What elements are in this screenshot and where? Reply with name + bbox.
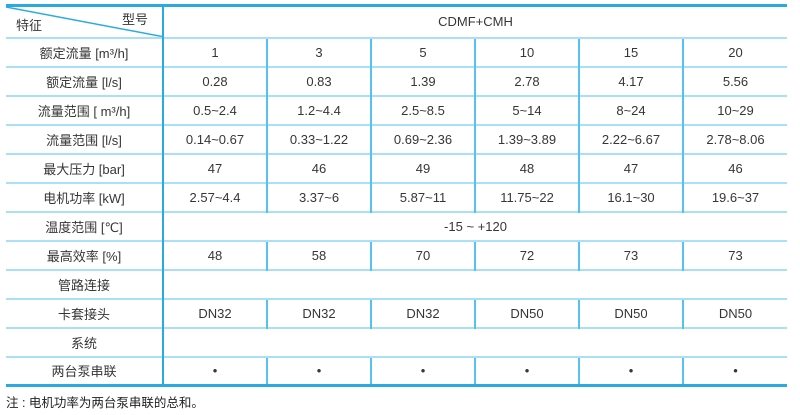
spec-table-body: 额定流量 [m³/h] 1 3 5 10 15 20 额定流量 [l/s] 0.28 0.83 1.… (6, 36, 787, 386)
table-row: 卡套接头 DN32 DN32 DN32 DN50 DN50 DN50 (6, 297, 787, 328)
table-row: 流量范围 [ m³/h] 0.5~2.4 1.2~4.4 2.5~8.5 5~14 8~2… (6, 94, 787, 125)
cell-value: 48 (474, 152, 579, 183)
cell-value: 47 (163, 152, 267, 183)
table-row: 额定流量 [l/s] 0.28 0.83 1.39 2.78 4.17 5.56 (6, 65, 787, 96)
cell-value: 3.37~6 (266, 181, 371, 212)
row-label: 最大压力 [bar] (6, 152, 164, 183)
cell-value: • (266, 355, 371, 386)
cell-value: 46 (266, 152, 371, 183)
cell-value: 20 (682, 36, 787, 67)
table-row: 管路连接 (6, 268, 787, 299)
footnote: 注 : 电机功率为两台泵串联的总和。 (6, 396, 204, 410)
cell-value: 1 (163, 36, 267, 67)
row-label: 卡套接头 (6, 297, 164, 328)
row-label: 管路连接 (6, 268, 164, 299)
cell-value: 58 (266, 239, 371, 270)
table-row: 额定流量 [m³/h] 1 3 5 10 15 20 (6, 36, 787, 67)
table-row: 最大压力 [bar] 47 46 49 48 47 46 (6, 152, 787, 183)
diagonal-divider-line (6, 7, 161, 37)
cell-value: 47 (578, 152, 683, 183)
cell-value: 3 (266, 36, 371, 67)
cell-value: 4.17 (578, 65, 683, 96)
cell-value: 10 (474, 36, 579, 67)
cell-value: DN50 (474, 297, 579, 328)
diagonal-label-feature: 特征 (16, 17, 43, 33)
cell-value: 2.5~8.5 (370, 94, 475, 125)
cell-value: 16.1~30 (578, 181, 683, 212)
table-row: 系统 (6, 326, 787, 357)
cell-value: DN32 (266, 297, 371, 328)
cell-value: • (682, 355, 787, 386)
cell-value: 2.78 (474, 65, 579, 96)
cell-value: 0.33~1.22 (266, 123, 371, 154)
cell-value: 0.69~2.36 (370, 123, 475, 154)
cell-value: DN50 (682, 297, 787, 328)
model-series-cell: CDMF+CMH (438, 14, 513, 30)
row-label: 额定流量 [m³/h] (6, 36, 164, 67)
row-label: 流量范围 [l/s] (6, 123, 164, 154)
cell-value: 5 (370, 36, 475, 67)
cell-value: 0.5~2.4 (163, 94, 267, 125)
cell-value: • (474, 355, 579, 386)
diagonal-label-model: 型号 (121, 12, 148, 27)
cell-value: 49 (370, 152, 475, 183)
cell-value: 2.78~8.06 (682, 123, 787, 154)
cell-value: 73 (578, 239, 683, 270)
cell-value: 1.2~4.4 (266, 94, 371, 125)
row-label: 最高效率 [%] (6, 239, 164, 270)
cell-value: • (370, 355, 475, 386)
table-row: 温度范围 [℃] -15 ~ +120 (6, 210, 787, 241)
cell-value: 1.39~3.89 (474, 123, 579, 154)
cell-value: 1.39 (370, 65, 475, 96)
cell-value: DN32 (163, 297, 267, 328)
cell-value: • (578, 355, 683, 386)
cell-value: 2.22~6.67 (578, 123, 683, 154)
cell-value: DN32 (370, 297, 475, 328)
cell-value: 19.6~37 (682, 181, 787, 212)
cell-value: 11.75~22 (474, 181, 579, 212)
row-merged-value: -15 ~ +120 (163, 210, 787, 241)
cell-value: 0.83 (266, 65, 371, 96)
cell-value: 0.14~0.67 (163, 123, 267, 154)
cell-value: • (163, 355, 267, 386)
cell-value: 5~14 (474, 94, 579, 125)
cell-value: 15 (578, 36, 683, 67)
row-label: 温度范围 [℃] (6, 210, 164, 241)
table-row: 流量范围 [l/s] 0.14~0.67 0.33~1.22 0.69~2.36 1.3… (6, 123, 787, 154)
cell-value: 48 (163, 239, 267, 270)
cell-value: 73 (682, 239, 787, 270)
row-label: 电机功率 [kW] (6, 181, 164, 212)
table-row: 电机功率 [kW] 2.57~4.4 3.37~6 5.87~11 11.75~22 16… (6, 181, 787, 212)
cell-value: 70 (370, 239, 475, 270)
cell-value: 72 (474, 239, 579, 270)
row-merged-value (163, 268, 787, 299)
cell-value: 0.28 (163, 65, 267, 96)
table-header-row: 型号 特征 CDMF+CMH (6, 5, 787, 38)
cell-value: 5.87~11 (370, 181, 475, 212)
cell-value: DN50 (578, 297, 683, 328)
row-merged-value (163, 326, 787, 357)
cell-value: 10~29 (682, 94, 787, 125)
cell-value: 2.57~4.4 (163, 181, 267, 212)
row-label: 额定流量 [l/s] (6, 65, 164, 96)
table-row: 两台泵串联 • • • • • • (6, 355, 787, 386)
spec-table: 型号 特征 CDMF+CMH 额定流量 [m³/h] 1 3 5 10 15 20 额定流量 … (6, 4, 787, 387)
row-label: 系统 (6, 326, 164, 357)
row-label: 流量范围 [ m³/h] (6, 94, 164, 125)
row-label: 两台泵串联 (6, 355, 164, 386)
cell-value: 5.56 (682, 65, 787, 96)
cell-value: 46 (682, 152, 787, 183)
diagonal-header-cell: 型号 特征 (6, 5, 164, 38)
table-row: 最高效率 [%] 48 58 70 72 73 73 (6, 239, 787, 270)
cell-value: 8~24 (578, 94, 683, 125)
